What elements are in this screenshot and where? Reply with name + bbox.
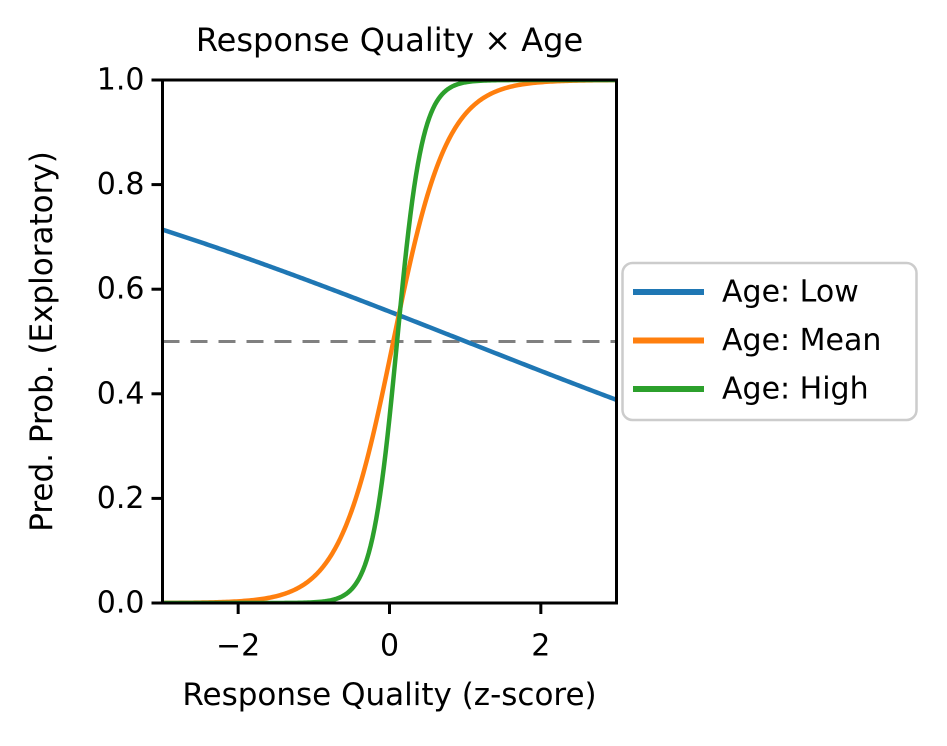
- x-tick-label: −2: [216, 629, 260, 664]
- legend-label-age-high: Age: High: [722, 372, 869, 407]
- y-tick-label: 0.2: [97, 481, 145, 516]
- y-axis-label: Pred. Prob. (Exploratory): [24, 151, 60, 532]
- x-tick-label: 2: [531, 629, 550, 664]
- chart-title: Response Quality × Age: [196, 21, 583, 59]
- x-tick-label: 0: [380, 629, 399, 664]
- legend-box: [621, 261, 918, 422]
- x-axis-label: Response Quality (z-score): [182, 677, 596, 713]
- y-tick-label: 0.0: [97, 586, 145, 621]
- y-tick-label: 1.0: [97, 63, 145, 98]
- legend-label-age-low: Age: Low: [722, 275, 859, 310]
- legend: Age: Low Age: Mean Age: High: [621, 261, 918, 422]
- y-tick-label: 0.6: [97, 272, 145, 307]
- y-tick-label: 0.8: [97, 167, 145, 202]
- legend-label-age-mean: Age: Mean: [722, 323, 881, 358]
- y-tick-label: 0.4: [97, 376, 145, 411]
- curve-age-low: [162, 227, 617, 402]
